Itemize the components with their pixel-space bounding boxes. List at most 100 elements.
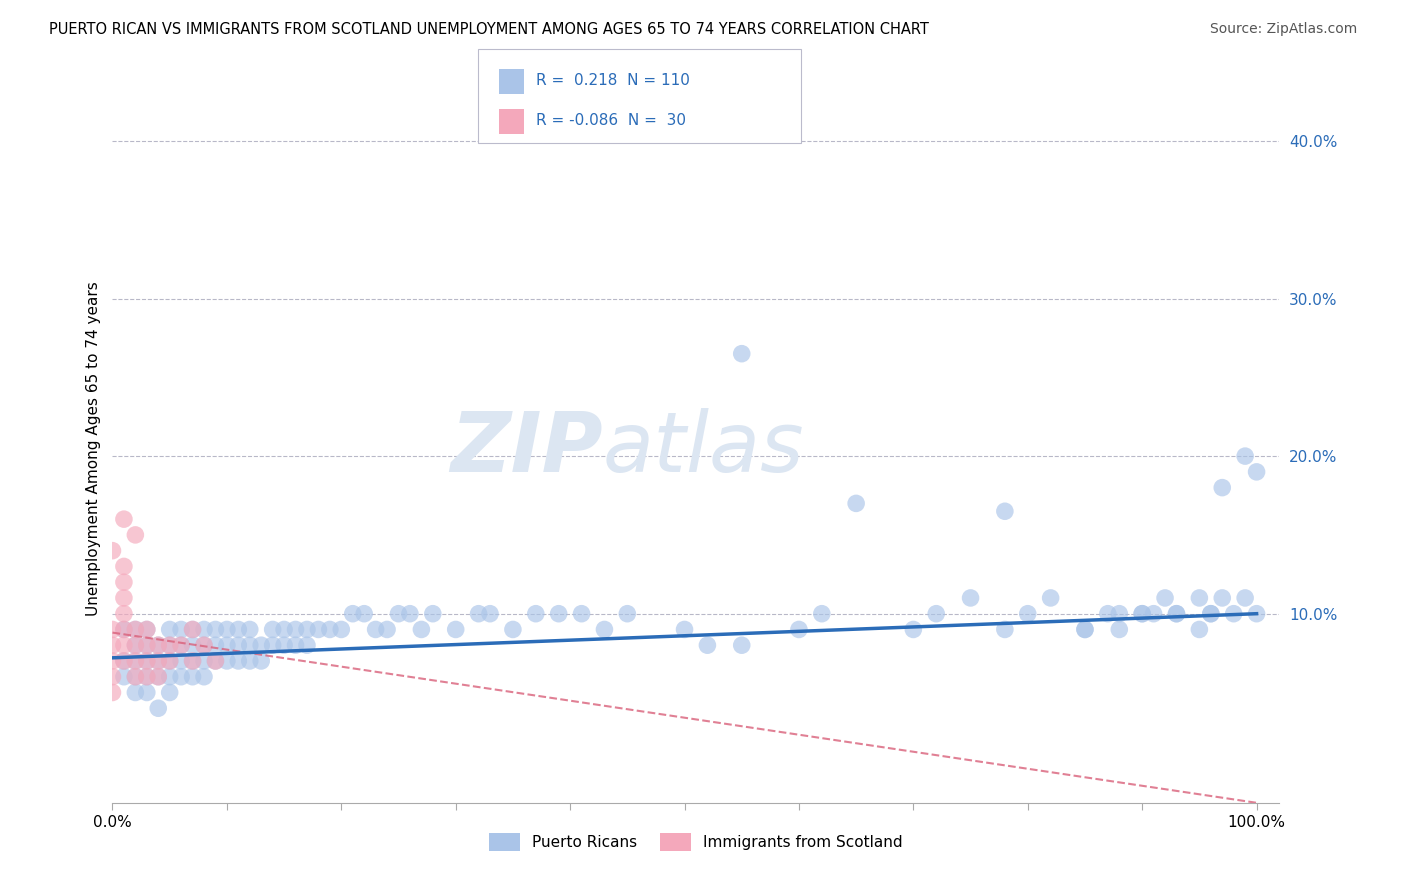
Point bbox=[193, 654, 215, 668]
Point bbox=[124, 670, 146, 684]
Point bbox=[250, 654, 273, 668]
Point bbox=[696, 638, 718, 652]
Point bbox=[547, 607, 569, 621]
Point bbox=[112, 654, 135, 668]
Point bbox=[959, 591, 981, 605]
Point bbox=[204, 654, 226, 668]
Text: ZIP: ZIP bbox=[450, 408, 603, 489]
Point bbox=[204, 638, 226, 652]
Point bbox=[181, 623, 204, 637]
Point bbox=[467, 607, 489, 621]
Point bbox=[215, 623, 238, 637]
Point bbox=[215, 654, 238, 668]
Point bbox=[193, 638, 215, 652]
Point bbox=[124, 638, 146, 652]
Point bbox=[101, 654, 124, 668]
Point bbox=[411, 623, 433, 637]
Point bbox=[181, 638, 204, 652]
Point bbox=[1211, 481, 1233, 495]
Point bbox=[112, 670, 135, 684]
Point bbox=[170, 638, 193, 652]
Point bbox=[170, 670, 193, 684]
Point bbox=[1199, 607, 1222, 621]
Legend: Puerto Ricans, Immigrants from Scotland: Puerto Ricans, Immigrants from Scotland bbox=[482, 825, 910, 859]
Point bbox=[1154, 591, 1177, 605]
Point bbox=[330, 623, 353, 637]
Point bbox=[181, 654, 204, 668]
Point bbox=[124, 685, 146, 699]
Point bbox=[135, 654, 157, 668]
Point bbox=[159, 670, 181, 684]
Point bbox=[1074, 623, 1097, 637]
Point bbox=[112, 638, 135, 652]
Point bbox=[845, 496, 868, 510]
Point bbox=[1222, 607, 1244, 621]
Point bbox=[399, 607, 422, 621]
Point bbox=[112, 591, 135, 605]
Point bbox=[444, 623, 467, 637]
Point bbox=[159, 685, 181, 699]
Point bbox=[1166, 607, 1188, 621]
Point bbox=[159, 638, 181, 652]
Point bbox=[193, 638, 215, 652]
Text: Source: ZipAtlas.com: Source: ZipAtlas.com bbox=[1209, 22, 1357, 37]
Point bbox=[135, 623, 157, 637]
Y-axis label: Unemployment Among Ages 65 to 74 years: Unemployment Among Ages 65 to 74 years bbox=[86, 281, 101, 615]
Point bbox=[1188, 591, 1211, 605]
Point bbox=[1188, 623, 1211, 637]
Point bbox=[124, 670, 146, 684]
Point bbox=[170, 638, 193, 652]
Point bbox=[148, 638, 170, 652]
Point bbox=[170, 623, 193, 637]
Point bbox=[124, 528, 146, 542]
Point bbox=[273, 638, 295, 652]
Point bbox=[135, 623, 157, 637]
Point bbox=[112, 575, 135, 590]
Point bbox=[994, 623, 1017, 637]
Point bbox=[239, 654, 262, 668]
Point bbox=[1199, 607, 1222, 621]
Point bbox=[204, 654, 226, 668]
Point bbox=[101, 685, 124, 699]
Point bbox=[1074, 623, 1097, 637]
Point bbox=[112, 654, 135, 668]
Point bbox=[124, 623, 146, 637]
Point bbox=[135, 638, 157, 652]
Point bbox=[1211, 591, 1233, 605]
Text: R =  0.218  N = 110: R = 0.218 N = 110 bbox=[536, 73, 689, 88]
Point bbox=[101, 638, 124, 652]
Point bbox=[307, 623, 329, 637]
Point bbox=[1246, 607, 1268, 621]
Point bbox=[148, 670, 170, 684]
Text: R = -0.086  N =  30: R = -0.086 N = 30 bbox=[536, 112, 686, 128]
Point bbox=[925, 607, 948, 621]
Point bbox=[1130, 607, 1153, 621]
Point bbox=[112, 512, 135, 526]
Point bbox=[193, 670, 215, 684]
Text: PUERTO RICAN VS IMMIGRANTS FROM SCOTLAND UNEMPLOYMENT AMONG AGES 65 TO 74 YEARS : PUERTO RICAN VS IMMIGRANTS FROM SCOTLAND… bbox=[49, 22, 929, 37]
Point bbox=[295, 638, 318, 652]
Point bbox=[101, 623, 124, 637]
Point bbox=[387, 607, 409, 621]
Point bbox=[502, 623, 524, 637]
Point bbox=[159, 623, 181, 637]
Point bbox=[731, 346, 754, 360]
Point bbox=[375, 623, 398, 637]
Point bbox=[101, 543, 124, 558]
Point bbox=[571, 607, 593, 621]
Point bbox=[811, 607, 834, 621]
Point bbox=[112, 607, 135, 621]
Point bbox=[148, 701, 170, 715]
Point bbox=[148, 670, 170, 684]
Point bbox=[1097, 607, 1119, 621]
Point bbox=[250, 638, 273, 652]
Point bbox=[1130, 607, 1153, 621]
Point bbox=[204, 623, 226, 637]
Point bbox=[593, 623, 616, 637]
Point bbox=[903, 623, 925, 637]
Point bbox=[228, 654, 250, 668]
Point bbox=[1039, 591, 1062, 605]
Point bbox=[673, 623, 696, 637]
Point bbox=[159, 654, 181, 668]
Point bbox=[181, 670, 204, 684]
